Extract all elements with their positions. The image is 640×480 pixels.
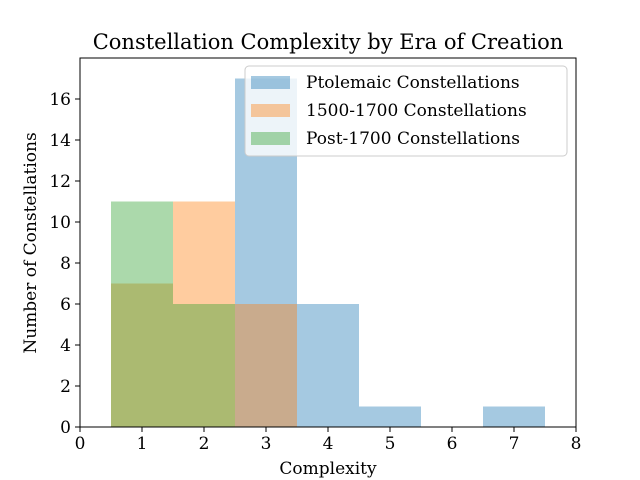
legend-swatch-3 bbox=[251, 132, 290, 145]
bar-series-2-bin-1 bbox=[111, 283, 173, 427]
x-axis-label: Complexity bbox=[279, 459, 377, 479]
y-axis-label: Number of Constellations bbox=[21, 132, 41, 353]
y-tick-label: 10 bbox=[49, 213, 71, 233]
bar-series-3-bin-1 bbox=[111, 201, 173, 427]
bar-series-1-bin-4 bbox=[297, 304, 359, 427]
legend-label-1: Ptolemaic Constellations bbox=[306, 73, 520, 93]
x-tick-label: 7 bbox=[509, 434, 520, 454]
bar-series-1-bin-5 bbox=[359, 406, 421, 427]
y-axis-ticks: 0 2 4 6 8 10 12 14 16 bbox=[49, 90, 80, 438]
bar-series-2-bin-3 bbox=[235, 304, 297, 427]
y-tick-label: 14 bbox=[49, 131, 71, 151]
x-axis-ticks: 0 1 2 3 4 5 6 7 8 bbox=[75, 427, 582, 454]
bars-layer bbox=[111, 78, 545, 427]
legend-swatch-2 bbox=[251, 104, 290, 117]
x-tick-label: 3 bbox=[261, 434, 272, 454]
legend-label-2: 1500-1700 Constellations bbox=[306, 101, 527, 121]
legend-box bbox=[244, 65, 568, 157]
legend: Ptolemaic Constellations 1500-1700 Conste… bbox=[244, 65, 568, 157]
y-tick-label: 6 bbox=[60, 295, 71, 315]
x-tick-label: 2 bbox=[199, 434, 210, 454]
y-tick-label: 4 bbox=[60, 336, 71, 356]
bar-series-1-bin-7 bbox=[483, 406, 545, 427]
legend-swatch-1 bbox=[251, 76, 290, 89]
x-tick-label: 6 bbox=[447, 434, 458, 454]
x-tick-label: 1 bbox=[137, 434, 148, 454]
y-tick-label: 8 bbox=[60, 254, 71, 274]
x-tick-label: 4 bbox=[323, 434, 334, 454]
bar-series-2-bin-2 bbox=[173, 201, 235, 427]
y-tick-label: 16 bbox=[49, 90, 71, 110]
legend-label-3: Post-1700 Constellations bbox=[306, 129, 520, 149]
x-tick-label: 0 bbox=[75, 434, 86, 454]
chart-title: Constellation Complexity by Era of Creat… bbox=[93, 30, 564, 54]
y-tick-label: 2 bbox=[60, 377, 71, 397]
y-tick-label: 12 bbox=[49, 172, 71, 192]
y-tick-label: 0 bbox=[60, 418, 71, 438]
bar-series-3-bin-2 bbox=[173, 304, 235, 427]
x-tick-label: 5 bbox=[385, 434, 396, 454]
x-tick-label: 8 bbox=[571, 434, 582, 454]
